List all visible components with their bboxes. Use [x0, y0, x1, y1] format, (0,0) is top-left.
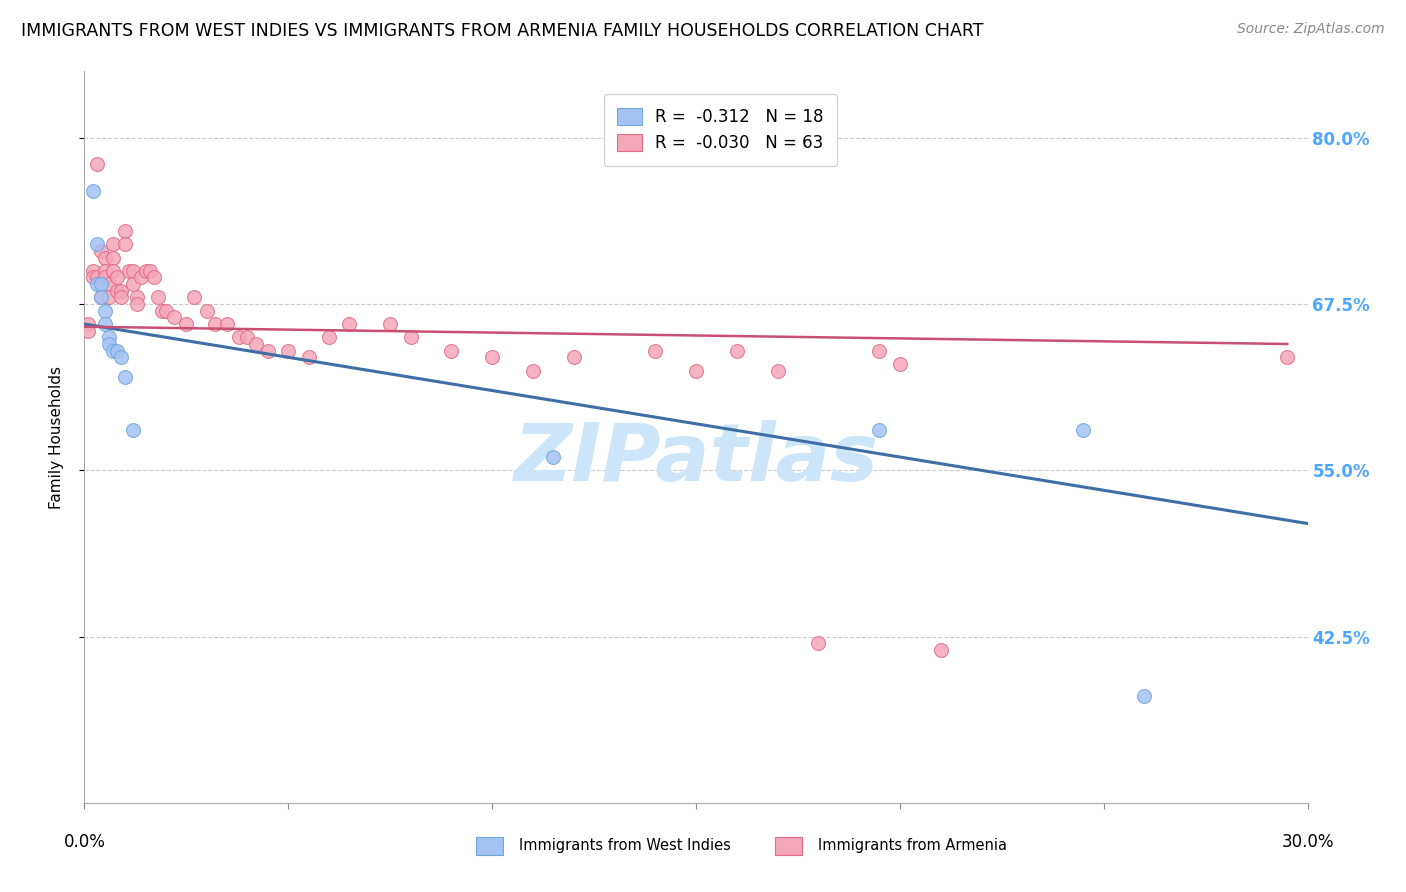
Point [142, 270, 165, 285]
Point [93, 317, 115, 331]
Text: ZIPatlas: ZIPatlas [513, 420, 879, 498]
Point [889, 357, 911, 371]
Text: Immigrants from West Indies: Immigrants from West Indies [519, 838, 731, 853]
Point [114, 224, 136, 238]
Bar [776, 838, 803, 855]
Point [318, 330, 340, 344]
Point [110, 284, 132, 298]
Point [562, 351, 585, 365]
Point [101, 251, 124, 265]
Point [807, 636, 830, 650]
Point [86, 270, 108, 285]
Point [93, 251, 115, 265]
Point [195, 303, 218, 318]
Point [77, 317, 100, 331]
Point [1277, 351, 1299, 365]
Text: IMMIGRANTS FROM WEST INDIES VS IMMIGRANTS FROM ARMENIA FAMILY HOUSEHOLDS CORRELA: IMMIGRANTS FROM WEST INDIES VS IMMIGRANT… [21, 22, 984, 40]
Point [399, 330, 422, 344]
Point [97, 337, 120, 351]
Point [228, 330, 250, 344]
Point [277, 343, 299, 358]
Point [122, 424, 145, 438]
Point [127, 297, 149, 311]
Point [90, 290, 112, 304]
Y-axis label: Family Households: Family Households [49, 366, 63, 508]
Point [217, 317, 239, 331]
Point [110, 351, 132, 365]
Point [118, 264, 141, 278]
Point [298, 351, 321, 365]
Point [105, 343, 128, 358]
Point [204, 317, 226, 331]
Point [245, 337, 267, 351]
Point [114, 237, 136, 252]
Point [766, 363, 789, 377]
Point [101, 237, 124, 252]
Point [155, 303, 177, 318]
Point [97, 290, 120, 304]
Point [138, 264, 160, 278]
Point [725, 343, 748, 358]
Point [82, 184, 104, 198]
Point [105, 270, 128, 285]
Text: 30.0%: 30.0% [1281, 833, 1334, 851]
Point [174, 317, 197, 331]
Text: 0.0%: 0.0% [63, 833, 105, 851]
Point [929, 643, 952, 657]
Point [110, 290, 132, 304]
Legend: R =  -0.312   N = 18, R =  -0.030   N = 63: R = -0.312 N = 18, R = -0.030 N = 63 [603, 95, 837, 166]
Point [82, 270, 104, 285]
Point [122, 264, 145, 278]
Point [86, 277, 108, 292]
Point [543, 450, 565, 464]
Point [127, 290, 149, 304]
Point [236, 330, 259, 344]
Point [644, 343, 666, 358]
Point [122, 277, 145, 292]
Point [114, 370, 136, 384]
Point [339, 317, 361, 331]
Point [869, 343, 891, 358]
Point [77, 324, 100, 338]
Point [131, 270, 153, 285]
Point [90, 290, 112, 304]
Point [90, 277, 112, 292]
Point [101, 343, 124, 358]
Text: Immigrants from Armenia: Immigrants from Armenia [818, 838, 1007, 853]
Point [86, 157, 108, 171]
Point [90, 244, 112, 258]
Text: Source: ZipAtlas.com: Source: ZipAtlas.com [1237, 22, 1385, 37]
Point [93, 303, 115, 318]
Point [135, 264, 157, 278]
Point [685, 363, 707, 377]
Point [93, 270, 115, 285]
Point [522, 363, 544, 377]
Bar [475, 838, 503, 855]
Point [440, 343, 463, 358]
Point [82, 264, 104, 278]
Point [105, 284, 128, 298]
Point [86, 237, 108, 252]
Point [380, 317, 402, 331]
Point [257, 343, 280, 358]
Point [869, 424, 891, 438]
Point [97, 277, 120, 292]
Point [101, 264, 124, 278]
Point [97, 330, 120, 344]
Point [481, 351, 503, 365]
Point [1073, 424, 1095, 438]
Point [163, 310, 186, 325]
Point [146, 290, 169, 304]
Point [1133, 690, 1156, 704]
Point [93, 264, 115, 278]
Point [183, 290, 205, 304]
Point [150, 303, 173, 318]
